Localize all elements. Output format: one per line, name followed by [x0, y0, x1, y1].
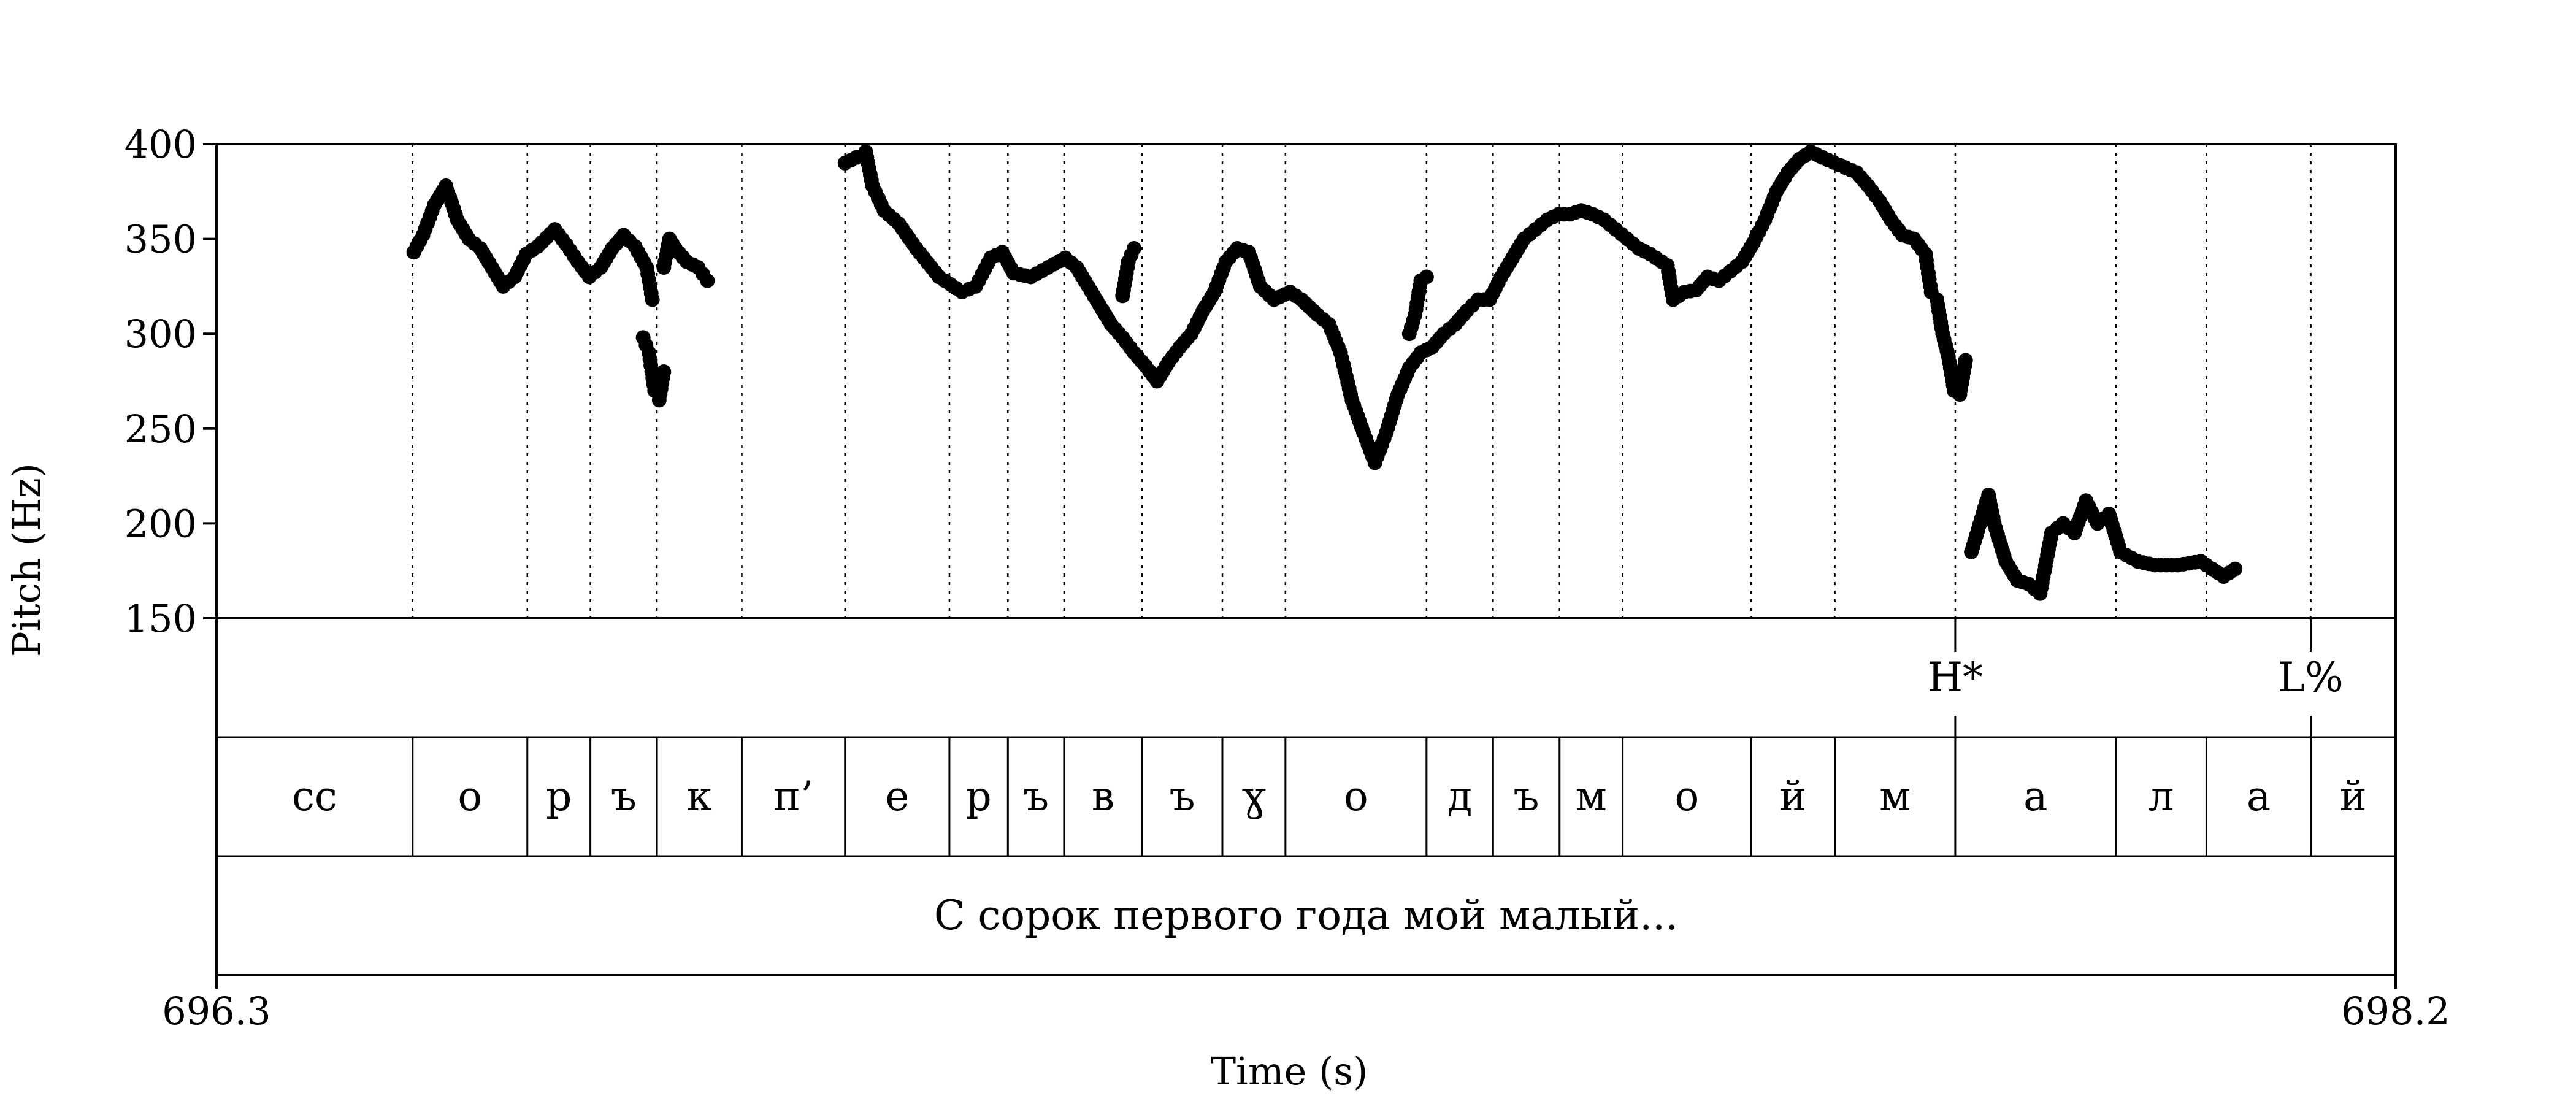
- tone-label: L%: [2278, 654, 2344, 701]
- segment-label: в: [1092, 773, 1114, 820]
- pitch-point: [700, 273, 715, 288]
- tone-label: H*: [1928, 654, 1984, 701]
- segment-label: к: [687, 773, 712, 820]
- y-axis-label: Pitch (Hz): [4, 463, 49, 657]
- segment-label: а: [2023, 773, 2047, 820]
- segment-label: ъ: [1170, 773, 1195, 820]
- y-tick-label: 400: [125, 122, 197, 167]
- pitch-point: [1419, 269, 1434, 285]
- segment-label: ъ: [1514, 773, 1539, 820]
- segment-label: р: [546, 773, 572, 820]
- segment-label: д: [1447, 773, 1473, 820]
- segment-label: ɣ: [1242, 773, 1267, 820]
- segment-label: л: [2149, 773, 2174, 820]
- segment-label: ъ: [1023, 773, 1049, 820]
- pitch-point: [1127, 241, 1141, 256]
- y-tick-label: 250: [125, 407, 197, 451]
- pitch-point: [656, 364, 672, 380]
- pitch-point: [2228, 561, 2243, 577]
- y-axis: 150 200 250 300 350 400: [125, 122, 217, 641]
- tier-frame: [215, 617, 2397, 976]
- segment-label: е: [885, 773, 909, 820]
- y-tick-label: 300: [125, 312, 197, 356]
- segment-label: а: [2247, 773, 2271, 820]
- segment-label: й: [2340, 773, 2367, 820]
- segment-label: м: [1879, 773, 1911, 820]
- segment-label: сс: [292, 773, 337, 820]
- y-tick-label: 200: [125, 501, 197, 546]
- segment-label: п’: [773, 773, 813, 820]
- segment-label: м: [1576, 773, 1607, 820]
- pitch-point: [1958, 353, 1973, 368]
- segment-label: ъ: [611, 773, 637, 820]
- segment-label: о: [1674, 773, 1699, 820]
- sentence-label: С сорок первого года мой малый...: [934, 892, 1678, 939]
- segment-label: о: [1344, 773, 1368, 820]
- segment-label: р: [965, 773, 991, 820]
- pitch-panel: [215, 143, 2397, 619]
- x-axis-label: Time (s): [1211, 1049, 1368, 1094]
- pitch-frame: [215, 143, 2397, 619]
- x-axis: 696.3 698.2: [162, 975, 2450, 1033]
- y-tick-label: 350: [125, 217, 197, 262]
- x-tick-label: 696.3: [162, 989, 271, 1033]
- tier-panels: сс о р ъ к п’ е р ъ в ъ ɣ о д ъ м о й м а л а йH* L%С сорок пер…: [215, 617, 2397, 976]
- segment-label: о: [458, 773, 482, 820]
- y-tick-label: 150: [125, 596, 197, 641]
- x-tick-label: 698.2: [2341, 989, 2450, 1033]
- pitch-point: [645, 292, 660, 307]
- pitch-points: [406, 144, 2243, 601]
- segment-label: й: [1779, 773, 1806, 820]
